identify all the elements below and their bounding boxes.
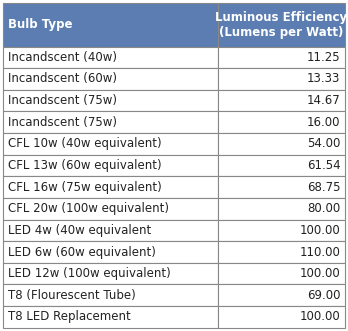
Bar <box>218 263 345 284</box>
Text: 110.00: 110.00 <box>300 246 340 259</box>
Text: CFL 16w (75w equivalent): CFL 16w (75w equivalent) <box>8 181 161 194</box>
Bar <box>3 219 218 241</box>
Bar <box>3 47 218 68</box>
Bar <box>218 284 345 306</box>
Bar <box>3 155 218 176</box>
Bar <box>3 90 218 112</box>
Text: 100.00: 100.00 <box>300 310 340 323</box>
Text: LED 12w (100w equivalent): LED 12w (100w equivalent) <box>8 267 171 280</box>
Text: Incandscent (75w): Incandscent (75w) <box>8 94 117 107</box>
Bar <box>3 198 218 219</box>
Bar <box>3 176 218 198</box>
Text: Incandscent (75w): Incandscent (75w) <box>8 116 117 129</box>
Text: 13.33: 13.33 <box>307 72 340 85</box>
Text: T8 LED Replacement: T8 LED Replacement <box>8 310 130 323</box>
Bar <box>218 198 345 219</box>
Bar <box>3 133 218 155</box>
Bar <box>218 219 345 241</box>
Bar <box>3 306 218 328</box>
Text: 14.67: 14.67 <box>307 94 340 107</box>
Bar <box>3 112 218 133</box>
Text: Luminous Efficiency
(Lumens per Watt): Luminous Efficiency (Lumens per Watt) <box>215 11 348 39</box>
Text: 68.75: 68.75 <box>307 181 340 194</box>
Text: 54.00: 54.00 <box>307 137 340 150</box>
Bar <box>3 3 218 47</box>
Bar <box>218 306 345 328</box>
Bar <box>218 133 345 155</box>
Text: 16.00: 16.00 <box>307 116 340 129</box>
Text: CFL 20w (100w equivalent): CFL 20w (100w equivalent) <box>8 202 169 215</box>
Bar <box>3 241 218 263</box>
Text: 61.54: 61.54 <box>307 159 340 172</box>
Bar <box>218 90 345 112</box>
Text: 100.00: 100.00 <box>300 224 340 237</box>
Text: CFL 10w (40w equivalent): CFL 10w (40w equivalent) <box>8 137 161 150</box>
Bar <box>3 284 218 306</box>
Text: Incandscent (60w): Incandscent (60w) <box>8 72 117 85</box>
Text: 11.25: 11.25 <box>307 51 340 64</box>
Bar <box>3 68 218 90</box>
Text: T8 (Flourescent Tube): T8 (Flourescent Tube) <box>8 289 135 302</box>
Text: LED 4w (40w equivalent: LED 4w (40w equivalent <box>8 224 151 237</box>
Text: 80.00: 80.00 <box>307 202 340 215</box>
Bar <box>218 176 345 198</box>
Bar <box>3 263 218 284</box>
Text: Bulb Type: Bulb Type <box>8 19 72 31</box>
Text: CFL 13w (60w equivalent): CFL 13w (60w equivalent) <box>8 159 161 172</box>
Bar <box>218 155 345 176</box>
Bar <box>218 68 345 90</box>
Text: LED 6w (60w equivalent): LED 6w (60w equivalent) <box>8 246 156 259</box>
Bar <box>218 241 345 263</box>
Bar <box>218 112 345 133</box>
Text: 100.00: 100.00 <box>300 267 340 280</box>
Text: Incandscent (40w): Incandscent (40w) <box>8 51 117 64</box>
Bar <box>218 3 345 47</box>
Text: 69.00: 69.00 <box>307 289 340 302</box>
Bar <box>218 47 345 68</box>
